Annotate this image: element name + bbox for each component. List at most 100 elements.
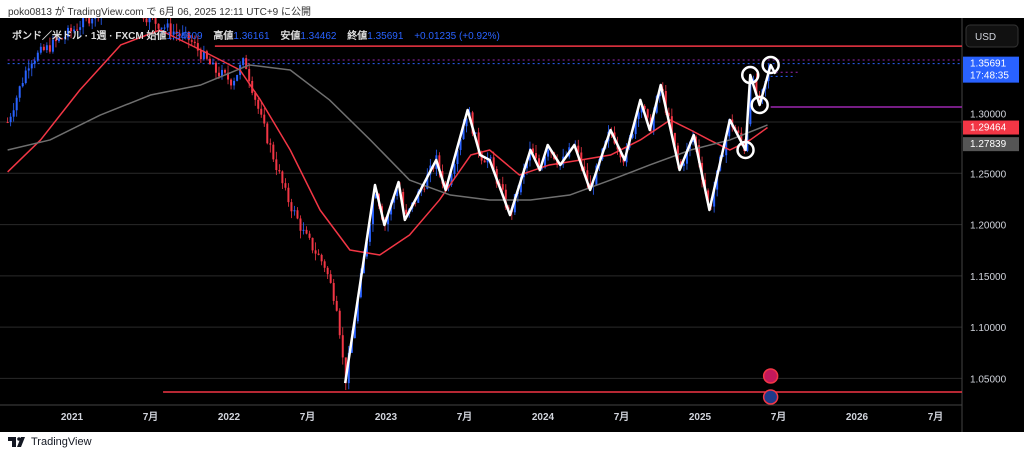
candle-body xyxy=(326,267,329,275)
candle-body xyxy=(492,157,495,169)
symbol-label[interactable]: ポンド／米ドル · 1週 · FXCM xyxy=(12,31,144,42)
candle-body xyxy=(504,189,507,208)
candle-body xyxy=(583,166,586,171)
candle-body xyxy=(631,134,634,138)
candle-body xyxy=(51,39,54,52)
candle-body xyxy=(272,144,275,160)
candle-body xyxy=(254,92,257,100)
candle-body xyxy=(643,105,646,110)
candle-body xyxy=(725,136,728,156)
tradingview-logo[interactable]: TradingView xyxy=(8,436,92,448)
candle-body xyxy=(70,27,73,32)
candle-body xyxy=(682,163,685,166)
close-label: 終値 xyxy=(347,31,368,42)
candle-body xyxy=(142,9,145,19)
candle-body xyxy=(544,156,547,168)
close-value: 1.35691 xyxy=(367,31,404,42)
candle-body xyxy=(547,149,550,157)
candle-body xyxy=(501,184,504,190)
candle-body xyxy=(305,229,308,234)
x-tick-label: 2021 xyxy=(61,412,84,423)
low-value: 1.34462 xyxy=(300,31,337,42)
candle-body xyxy=(175,31,178,34)
candle-body xyxy=(82,16,85,28)
y-tick-label: 1.30000 xyxy=(970,110,1007,121)
candle-body xyxy=(308,233,311,238)
candle-body xyxy=(269,143,272,145)
candle-body xyxy=(57,38,60,42)
us-flag-icon[interactable] xyxy=(762,389,779,405)
candle-body xyxy=(60,38,63,40)
pivot-circle-marker xyxy=(740,65,760,85)
candle-body xyxy=(670,116,673,133)
candle-body xyxy=(214,62,217,73)
candle-body xyxy=(749,81,752,125)
candle-body xyxy=(507,207,510,209)
candle-body xyxy=(531,148,534,154)
candle-body xyxy=(302,229,305,231)
candle-body xyxy=(166,23,169,28)
candle-body xyxy=(387,214,390,225)
candle-body xyxy=(211,62,214,65)
candle-body xyxy=(248,69,251,81)
slow-ma-marker-text: 1.27839 xyxy=(970,139,1007,150)
high-value: 1.36161 xyxy=(233,31,270,42)
candle-body xyxy=(196,43,199,51)
candle-body xyxy=(577,145,580,153)
candle-body xyxy=(534,153,537,159)
candle-body xyxy=(42,46,45,51)
candle-body xyxy=(707,190,710,203)
candle-body xyxy=(356,297,359,322)
candle-body xyxy=(145,18,148,23)
last-price-marker-text: 17:48:35 xyxy=(970,71,1009,82)
uk-flag-icon[interactable] xyxy=(762,368,779,384)
open-label: 始値 xyxy=(146,31,167,42)
currency-button[interactable] xyxy=(965,24,1019,48)
candle-body xyxy=(224,69,227,73)
candle-body xyxy=(365,241,368,257)
fast-ma-marker xyxy=(963,120,1019,135)
candle-body xyxy=(755,79,758,95)
x-tick-label: 7月 xyxy=(928,411,944,423)
candle-body xyxy=(685,149,688,164)
candle-body xyxy=(263,114,266,124)
candle-body xyxy=(169,23,172,35)
x-tick-label: 7月 xyxy=(300,411,316,423)
candle-body xyxy=(76,29,79,31)
candle-body xyxy=(317,253,320,255)
high-label: 高値 xyxy=(213,31,234,42)
candle-body xyxy=(344,357,347,384)
candle-body xyxy=(260,108,263,115)
candle-body xyxy=(287,187,290,203)
candle-body xyxy=(417,191,420,203)
candle-body xyxy=(296,210,299,219)
chart-area[interactable]: 1.05000 1.10000 1.15000 1.20000 1.25000 1.300… xyxy=(0,0,1024,432)
pivot-circle-marker xyxy=(750,95,769,115)
candle-body xyxy=(489,157,492,159)
series-fast-ma xyxy=(7,29,768,256)
currency-button-label: USD xyxy=(975,32,996,43)
candle-body xyxy=(335,300,338,311)
candle-body xyxy=(187,31,190,41)
candle-body xyxy=(338,310,341,336)
change-value: +0.01235 (+0.92%) xyxy=(414,31,500,42)
candle-body xyxy=(278,170,281,172)
candle-body xyxy=(740,132,743,142)
candle-body xyxy=(426,174,429,189)
y-tick-label: 1.05000 xyxy=(970,374,1007,385)
candle-body xyxy=(63,36,66,39)
candle-body xyxy=(88,16,91,24)
candle-body xyxy=(284,183,287,188)
ohlc-legend: ポンド／米ドル · 1週 · FXCM 始値1.34609 高値1.36161 … xyxy=(12,27,508,42)
last-price-marker-text: 1.35691 xyxy=(970,59,1007,70)
candle-body xyxy=(586,170,589,184)
candle-body xyxy=(538,158,541,169)
candle-body xyxy=(450,173,453,185)
price-chart[interactable]: 1.05000 1.10000 1.15000 1.20000 1.25000 1.300… xyxy=(0,0,1024,432)
candle-body xyxy=(275,159,278,171)
candle-body xyxy=(652,112,655,132)
candle-body xyxy=(713,189,716,207)
series-slow-ma xyxy=(7,64,768,201)
candle-body xyxy=(91,18,94,24)
candle-body xyxy=(27,68,30,71)
